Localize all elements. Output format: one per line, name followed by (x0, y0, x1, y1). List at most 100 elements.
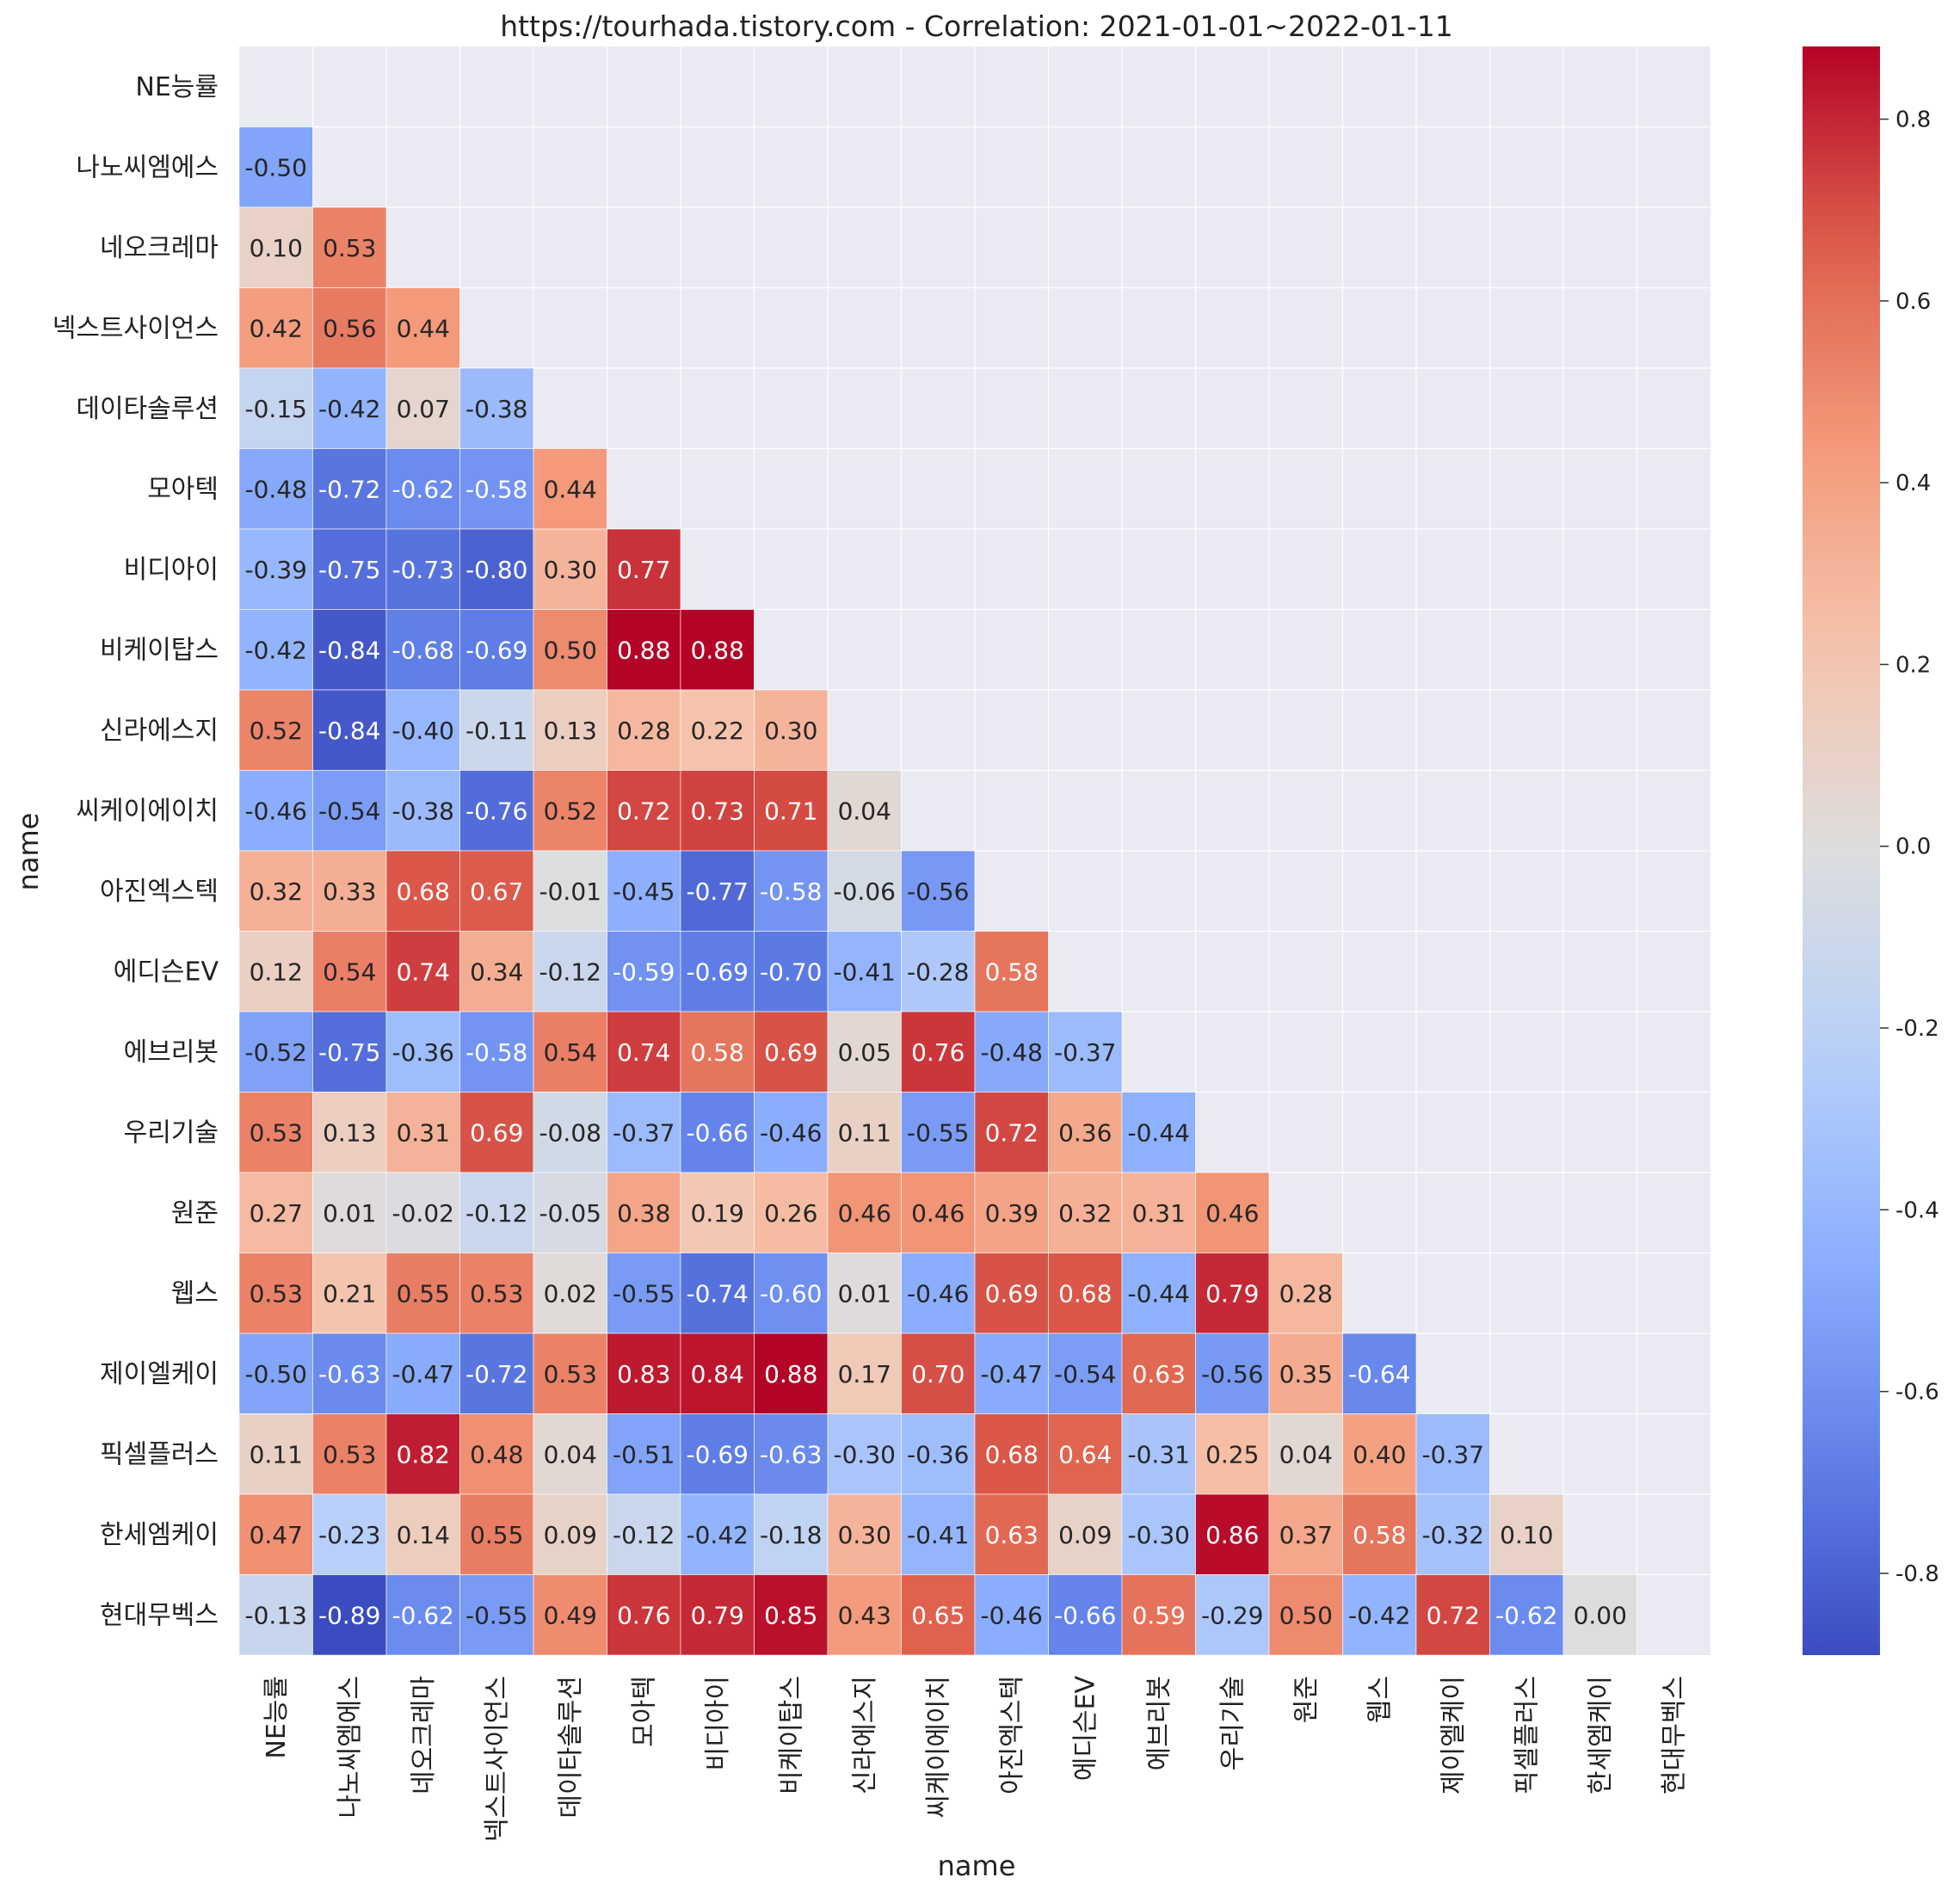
heatmap-cell (238, 1574, 313, 1656)
cell-value-label: -0.12 (465, 1199, 527, 1228)
heatmap-cell (238, 1413, 313, 1495)
cell-value-label: 0.34 (470, 957, 523, 986)
heatmap-cell (754, 931, 829, 1013)
cell-value-label: -0.69 (465, 636, 527, 664)
cell-value-label: 0.76 (911, 1038, 965, 1067)
cell-value-label: 0.25 (1205, 1440, 1259, 1468)
cell-value-label: 0.58 (691, 1038, 744, 1067)
y-tick-label: 에디슨EV (114, 957, 219, 987)
cell-value-label: -0.52 (245, 1038, 307, 1067)
x-tick-label: 한세엠케이 (1586, 1676, 1616, 1794)
heatmap-cell (533, 528, 607, 610)
heatmap-cell (607, 528, 681, 610)
heatmap-cell (459, 689, 534, 771)
heatmap-cell (238, 448, 313, 530)
cell-value-label: 0.30 (838, 1521, 891, 1549)
cell-value-label: -0.72 (465, 1360, 527, 1388)
cell-value-label: 0.52 (250, 717, 303, 745)
heatmap-cell (754, 1333, 829, 1414)
cell-value-label: 0.04 (1279, 1440, 1333, 1468)
cell-value-label: -0.05 (539, 1199, 601, 1228)
cell-value-label: 0.47 (250, 1521, 303, 1549)
cell-value-label: 0.35 (1279, 1360, 1333, 1388)
cell-value-label: -0.01 (539, 877, 601, 906)
cell-value-label: 0.48 (470, 1440, 523, 1468)
cell-value-label: -0.42 (687, 1521, 749, 1549)
heatmap-cell (827, 1253, 902, 1334)
cell-value-label: 0.05 (838, 1038, 891, 1067)
cell-value-label: -0.42 (1348, 1601, 1410, 1629)
cell-value-label: 0.55 (397, 1279, 450, 1308)
heatmap-cell (754, 1574, 829, 1656)
cell-value-label: -0.55 (613, 1279, 675, 1308)
cell-value-label: 0.01 (838, 1279, 891, 1308)
cell-value-label: -0.41 (907, 1521, 969, 1549)
x-tick-label: 현대무벡스 (1659, 1676, 1689, 1794)
heatmap-cell (385, 1172, 460, 1253)
heatmap-cell (754, 1092, 829, 1173)
cell-value-label: 0.54 (544, 1038, 597, 1067)
heatmap-cell (680, 1493, 755, 1575)
y-tick-label: 에브리봇 (124, 1037, 219, 1068)
heatmap-cell (312, 1574, 387, 1656)
cell-value-label: -0.37 (1422, 1440, 1484, 1468)
y-tick-label: 제이엘케이 (100, 1359, 219, 1389)
cell-value-label: 0.55 (470, 1521, 523, 1549)
heatmap-cell (827, 931, 902, 1013)
heatmap-cell (459, 1253, 534, 1334)
heatmap-cell (754, 1413, 829, 1495)
cell-value-label: -0.02 (392, 1199, 454, 1228)
heatmap-cell (459, 931, 534, 1013)
heatmap-cell (1121, 1493, 1196, 1575)
cell-value-label: 0.46 (1205, 1199, 1259, 1228)
y-tick-labels: NE능률나노씨엠에스네오크레마넥스트사이언스데이타솔루션모아텍비디아이비케이탑스… (52, 72, 219, 1631)
heatmap-cell (1195, 1253, 1270, 1334)
cell-value-label: 0.28 (617, 717, 670, 745)
heatmap-cell (754, 1011, 829, 1093)
y-tick-label: 넥스트사이언스 (52, 313, 219, 343)
cell-value-label: 0.26 (764, 1199, 817, 1228)
cell-value-label: 0.30 (544, 556, 597, 584)
heatmap-cell (312, 1413, 387, 1495)
heatmap-cell (1121, 1574, 1196, 1656)
cell-value-label: 0.68 (985, 1440, 1039, 1468)
heatmap-cell (680, 1011, 755, 1093)
cell-value-label: -0.50 (245, 153, 307, 182)
cell-value-label: -0.46 (760, 1118, 822, 1147)
heatmap-cell (680, 850, 755, 932)
heatmap-cell (312, 1493, 387, 1575)
cell-value-label: -0.30 (1128, 1521, 1190, 1549)
y-tick-label: NE능률 (135, 72, 219, 102)
heatmap-cell (607, 1011, 681, 1093)
x-tick-label: 네오크레마 (409, 1676, 439, 1794)
cell-value-label: 0.22 (691, 717, 744, 745)
y-tick-label: 아진엑스텍 (100, 877, 219, 907)
x-tick-label: 에디슨EV (1070, 1676, 1100, 1782)
cell-value-label: -0.58 (760, 877, 822, 906)
cell-value-label: 0.67 (470, 877, 523, 906)
cell-value-label: 0.65 (911, 1601, 965, 1629)
cell-value-label: 0.88 (617, 636, 670, 664)
heatmap-cell (827, 1493, 902, 1575)
y-tick-label: 비케이탑스 (100, 635, 219, 665)
heatmap-cell (901, 1413, 976, 1495)
heatmap-cell (238, 528, 313, 610)
heatmap-cell (533, 1172, 607, 1253)
heatmap-cell (607, 931, 681, 1013)
y-tick-label: 씨케이에이치 (76, 796, 219, 826)
cell-value-label: -0.36 (907, 1440, 969, 1468)
cell-value-label: -0.37 (1054, 1038, 1116, 1067)
cell-value-label: -0.46 (981, 1601, 1043, 1629)
cell-value-label: -0.59 (613, 957, 675, 986)
heatmap-cell (827, 770, 902, 852)
heatmap-cell (607, 1333, 681, 1414)
heatmap-cell (385, 1092, 460, 1173)
cell-value-label: 0.79 (691, 1601, 744, 1629)
cell-value-label: 0.46 (838, 1199, 891, 1228)
heatmap-cell (827, 1333, 902, 1414)
y-tick-label: 데이타솔루션 (76, 394, 219, 424)
cell-value-label: 0.07 (397, 395, 450, 423)
heatmap-cell (974, 1493, 1049, 1575)
heatmap-cell (385, 1253, 460, 1334)
